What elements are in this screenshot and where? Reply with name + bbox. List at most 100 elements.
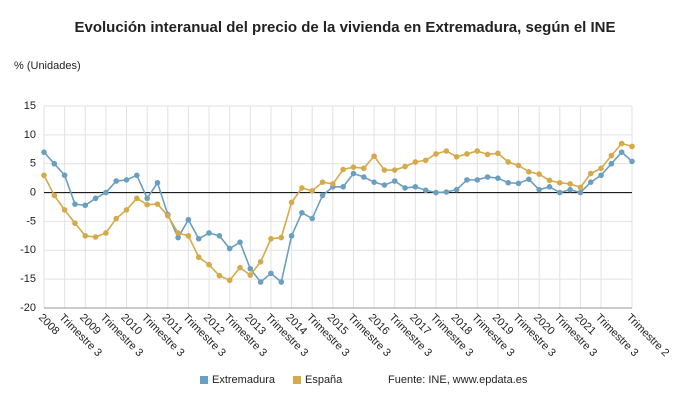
series-line [43, 142, 633, 282]
point [123, 207, 130, 213]
point [360, 165, 367, 172]
point [92, 234, 99, 240]
point [402, 163, 408, 170]
point [72, 220, 78, 226]
point [402, 185, 408, 191]
chart-title: Evolución interanual del precio de la vi… [75, 19, 616, 36]
y-tick-label: -5 [26, 215, 36, 227]
point [299, 185, 305, 191]
point [237, 239, 243, 246]
point [381, 182, 388, 188]
point [536, 171, 542, 177]
legend-swatch [292, 376, 301, 384]
point [422, 157, 429, 164]
point [629, 158, 635, 165]
y-tick-label: 15 [24, 100, 36, 112]
point [474, 148, 481, 154]
point [103, 189, 109, 196]
point [587, 179, 594, 185]
point [299, 209, 305, 216]
point [41, 149, 47, 155]
point [288, 233, 295, 239]
point [412, 184, 419, 190]
point [433, 151, 439, 157]
point [474, 177, 481, 183]
point [360, 174, 367, 180]
point [154, 179, 161, 186]
point [381, 167, 388, 173]
point [51, 192, 58, 199]
point [195, 254, 202, 261]
point [278, 234, 285, 241]
source: Fuente: INE, www.epdata.es [388, 374, 528, 386]
y-axis-label: % (Unidades) [14, 60, 81, 72]
point [82, 233, 89, 239]
point [41, 172, 47, 179]
point [237, 264, 243, 271]
point [61, 207, 68, 213]
point [309, 215, 316, 222]
point [309, 188, 316, 194]
point [515, 162, 522, 169]
point [268, 270, 274, 277]
point [288, 199, 295, 206]
point [453, 153, 460, 160]
point [185, 216, 192, 223]
point [608, 152, 615, 159]
point [113, 178, 120, 184]
point [51, 160, 58, 167]
y-tick-label: 5 [30, 158, 36, 170]
point [464, 177, 470, 183]
point [577, 184, 584, 191]
point [144, 195, 150, 202]
point [371, 153, 377, 160]
point [175, 234, 181, 241]
y-tick-label: -10 [20, 244, 36, 256]
point [598, 165, 604, 172]
point [587, 170, 594, 177]
point [371, 179, 377, 185]
point [134, 195, 140, 202]
point [123, 177, 130, 183]
point [505, 179, 512, 186]
point [82, 202, 89, 209]
point [556, 179, 563, 186]
point [340, 184, 346, 190]
point [567, 186, 573, 193]
point [278, 279, 285, 285]
point [433, 189, 439, 196]
point [443, 189, 450, 195]
point [412, 159, 419, 165]
point [72, 201, 78, 207]
point [546, 184, 553, 190]
point [257, 279, 264, 285]
point [92, 195, 99, 202]
point [515, 180, 522, 187]
point [618, 149, 625, 155]
y-tick-label: -15 [20, 273, 36, 285]
point [175, 230, 181, 236]
point [505, 159, 512, 165]
legend-label: España [305, 374, 343, 386]
point [247, 272, 254, 278]
point [257, 259, 264, 265]
point [350, 170, 357, 177]
point [216, 233, 223, 239]
point [154, 201, 161, 207]
point [484, 151, 491, 158]
point [495, 150, 501, 157]
point [443, 148, 450, 154]
point [577, 189, 584, 196]
point [319, 179, 326, 185]
point [226, 245, 233, 252]
point [164, 212, 171, 219]
point [268, 235, 274, 242]
point [350, 164, 357, 170]
point [598, 172, 604, 179]
point [567, 181, 573, 187]
point [484, 174, 491, 180]
point [526, 176, 532, 183]
point [340, 166, 346, 173]
point [330, 181, 336, 187]
point [556, 189, 563, 196]
